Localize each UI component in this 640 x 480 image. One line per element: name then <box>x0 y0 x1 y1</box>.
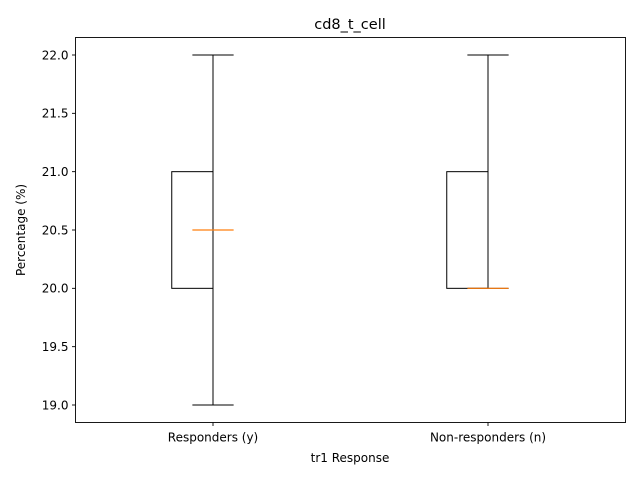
y-tick-label: 20.0 <box>42 282 69 296</box>
axes-frame <box>75 37 626 423</box>
x-tick-label: Responders (y) <box>168 431 258 445</box>
box-iqr <box>446 171 489 289</box>
x-tick-label: Non-responders (n) <box>430 431 546 445</box>
y-axis: 19.0 19.5 20.0 20.5 21.0 21.5 22.0 <box>42 48 76 412</box>
x-axis: Responders (y) Non-responders (n) <box>168 422 546 445</box>
box-group <box>446 54 509 289</box>
y-tick-label: 19.5 <box>42 340 69 354</box>
y-tick-label: 20.5 <box>42 223 69 237</box>
y-tick-label: 21.5 <box>42 107 69 121</box>
chart-title: cd8_t_cell <box>314 17 386 33</box>
y-tick-label: 21.0 <box>42 165 69 179</box>
y-tick-label: 19.0 <box>42 398 69 412</box>
plot-area <box>171 54 509 406</box>
box-group <box>171 54 234 406</box>
x-axis-label: tr1 Response <box>311 451 390 465</box>
y-tick-label: 22.0 <box>42 48 69 62</box>
y-axis-label: Percentage (%) <box>14 184 28 276</box>
